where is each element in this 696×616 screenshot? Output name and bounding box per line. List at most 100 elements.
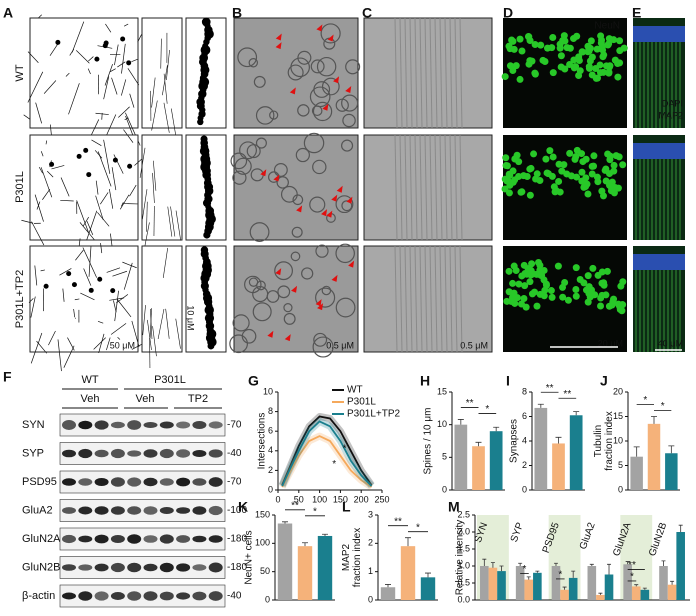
dendrite — [40, 167, 53, 198]
band — [192, 506, 207, 515]
nucleus — [605, 40, 613, 48]
error-bar — [482, 558, 487, 566]
vesicle — [283, 312, 296, 325]
error-bar — [385, 584, 391, 588]
synapse-arrow — [326, 210, 333, 218]
em-image — [233, 17, 359, 129]
bar — [552, 443, 565, 490]
band — [176, 535, 191, 543]
soma — [102, 43, 108, 49]
dendrite — [111, 167, 117, 191]
em-image — [233, 245, 359, 353]
microtubule — [409, 17, 413, 129]
panel-label: E — [632, 5, 641, 21]
x-tick-label: 250 — [374, 494, 389, 504]
band — [159, 591, 174, 601]
dendrite — [112, 270, 128, 277]
nucleus — [515, 173, 523, 181]
microtubule — [424, 17, 428, 129]
nucleus — [536, 290, 544, 298]
soma — [120, 36, 126, 42]
dendrite — [131, 343, 143, 350]
em-image — [363, 134, 493, 241]
annotation: ** — [563, 389, 571, 400]
error-bar — [633, 446, 640, 457]
series-line — [281, 415, 373, 486]
dendrite — [118, 106, 130, 118]
synapse-arrow — [275, 42, 282, 50]
nucleus — [506, 45, 514, 53]
row-label: WT — [14, 64, 26, 81]
size-label: -180 — [227, 534, 247, 545]
nucleus — [522, 303, 530, 311]
panel-label: M — [448, 499, 460, 515]
dendrite — [123, 23, 129, 27]
dendrite — [129, 184, 137, 197]
nucleus — [596, 69, 604, 77]
dendrite — [157, 308, 165, 340]
dendrite — [74, 298, 80, 301]
y-tick-label: 20 — [613, 386, 623, 396]
nucleus — [512, 267, 520, 275]
y-tick-label: 4 — [268, 445, 273, 455]
vesicle — [234, 157, 252, 175]
vesicle — [290, 57, 310, 78]
microtubule — [444, 17, 448, 129]
dendrite — [71, 21, 85, 53]
vesicle — [277, 285, 291, 299]
annotation: * — [558, 570, 562, 581]
vesicle — [229, 334, 248, 354]
dendrite — [106, 267, 121, 273]
nucleus — [572, 292, 580, 300]
nucleus — [518, 272, 526, 280]
nucleus — [614, 73, 622, 81]
dendrite — [40, 269, 45, 272]
dendrite — [121, 202, 124, 207]
band — [192, 449, 207, 458]
stain-label: MAP2 — [658, 110, 683, 120]
band — [94, 449, 109, 458]
microtubule — [444, 245, 448, 353]
nucleus — [531, 41, 539, 49]
category-label: GluA2 — [578, 521, 598, 551]
vesicle — [301, 267, 314, 280]
category-label: SYP — [509, 521, 526, 544]
dendrite — [97, 151, 112, 187]
error-bar — [598, 592, 603, 595]
blot — [59, 442, 226, 465]
nucleus — [526, 191, 534, 199]
bar — [420, 577, 436, 600]
dendrite — [45, 140, 48, 145]
nucleus — [605, 181, 613, 189]
band — [62, 592, 76, 600]
band — [143, 506, 158, 515]
band — [208, 562, 223, 573]
y-tick-label: 15 — [613, 411, 623, 421]
annotation: * — [485, 404, 489, 415]
dendrite — [113, 300, 117, 313]
nucleus — [582, 183, 590, 191]
vesicle — [230, 152, 248, 170]
annotation: * — [332, 459, 336, 470]
dapi-layer — [633, 26, 685, 42]
dendrite — [62, 288, 65, 302]
synapse-arrow — [289, 87, 296, 95]
microtubule — [429, 134, 433, 241]
dendrite — [129, 93, 135, 108]
y-tick-label: 0 — [442, 484, 447, 494]
synapse-arrow — [336, 185, 343, 193]
panel-label: D — [503, 5, 513, 21]
nucleus — [527, 271, 535, 279]
dendrite — [110, 323, 127, 335]
nucleus — [578, 177, 586, 185]
bar — [534, 407, 548, 490]
vesicle — [335, 243, 355, 264]
vesicle — [309, 196, 326, 213]
bar — [454, 424, 468, 490]
bar — [596, 594, 605, 600]
nucleus — [564, 296, 572, 304]
band — [176, 507, 191, 514]
dendrite — [23, 114, 31, 120]
